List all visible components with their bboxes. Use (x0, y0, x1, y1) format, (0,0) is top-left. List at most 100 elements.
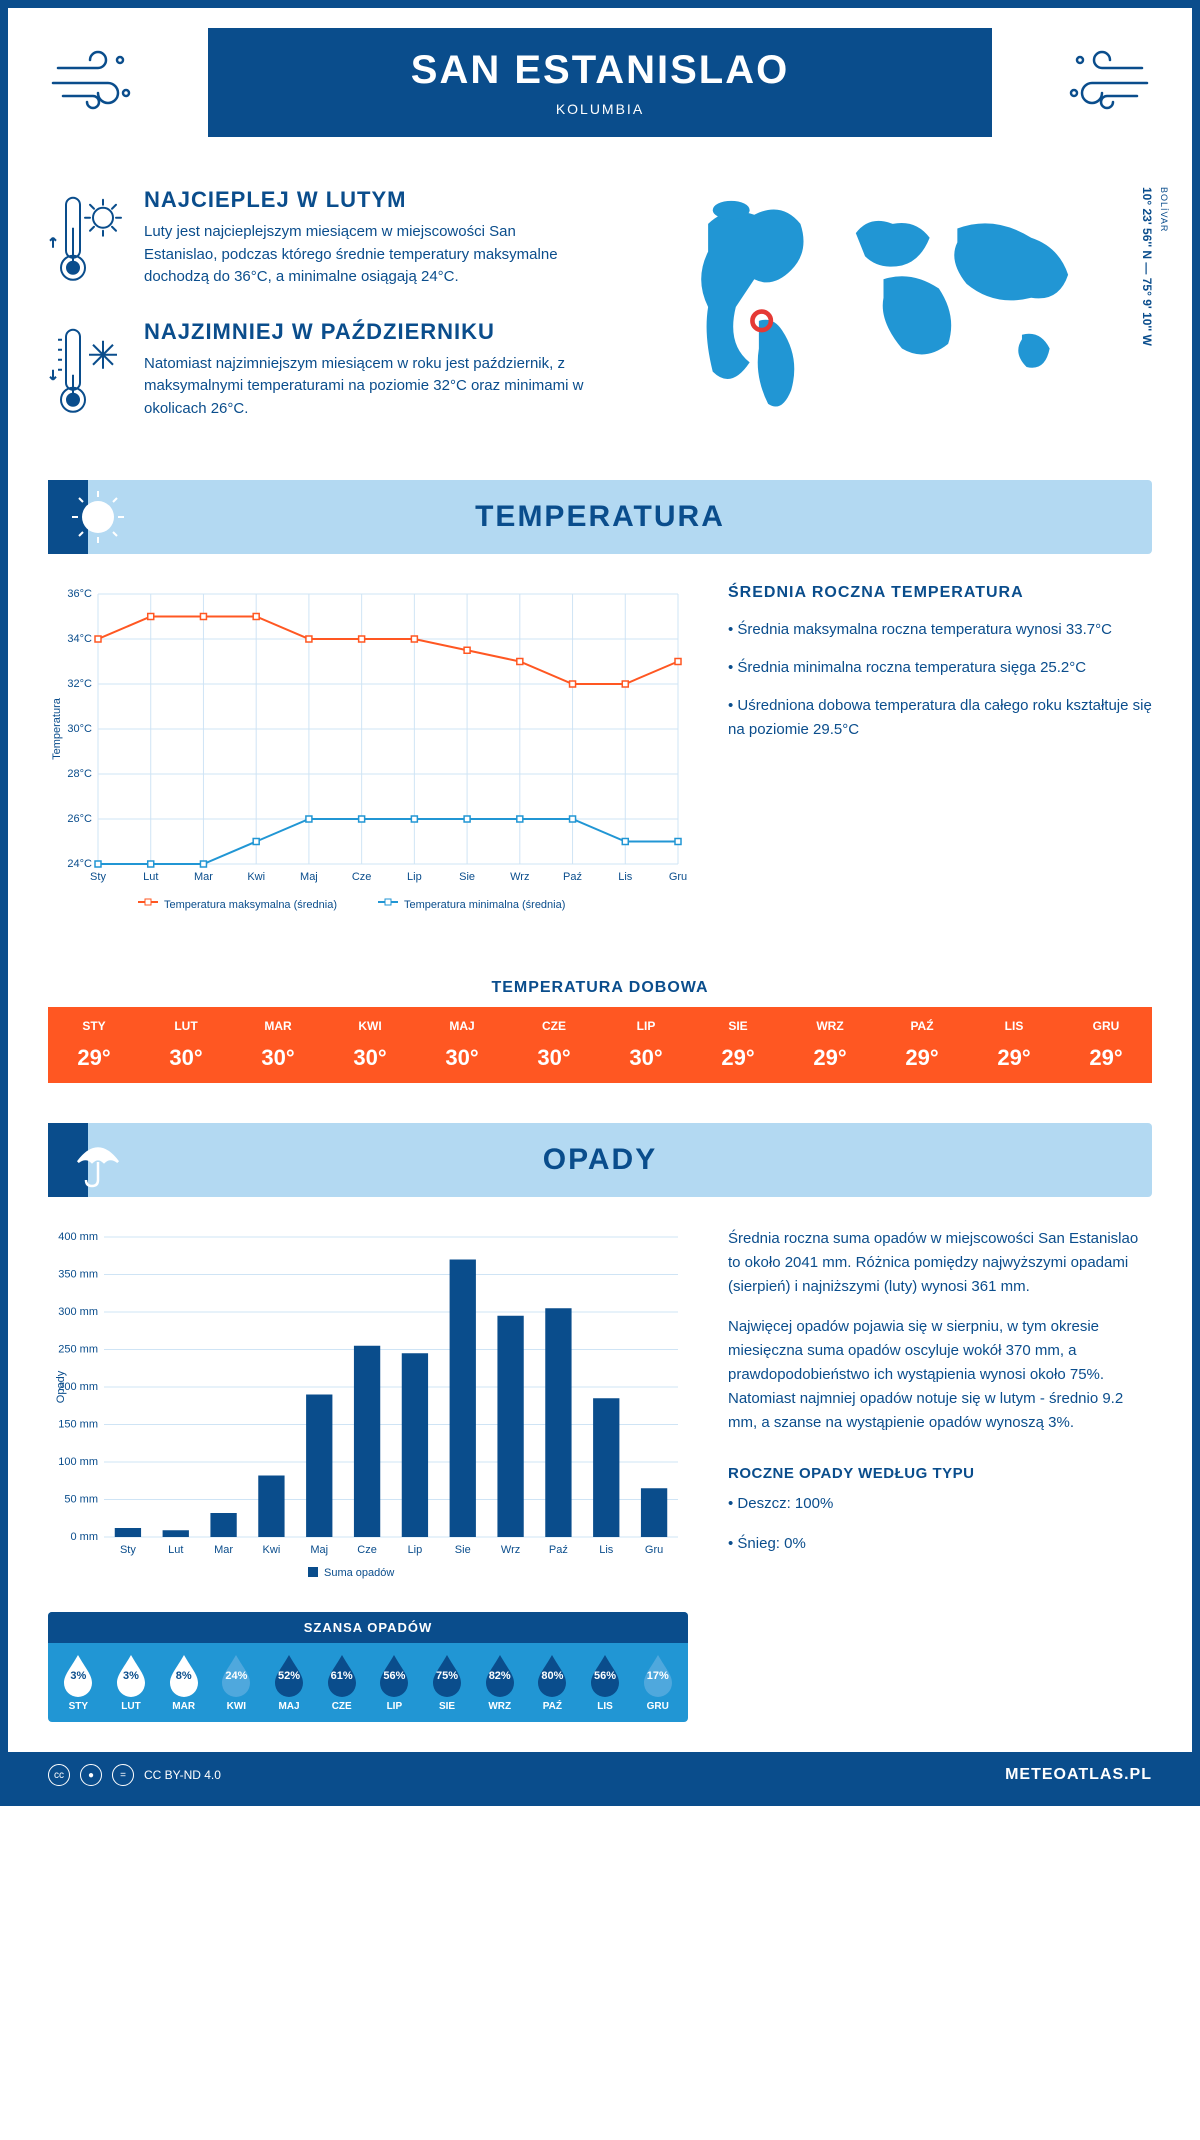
svg-text:Gru: Gru (669, 871, 687, 883)
thermometer-snow-icon (48, 319, 128, 421)
temp-info-1: • Średnia maksymalna roczna temperatura … (728, 618, 1152, 642)
svg-text:Kwi: Kwi (247, 871, 265, 883)
svg-text:Paź: Paź (563, 871, 582, 883)
chance-box: SZANSA OPADÓW 3%STY3%LUT8%MAR24%KWI52%MA… (48, 1612, 688, 1722)
svg-text:Kwi: Kwi (263, 1544, 281, 1556)
chance-cell: 8%MAR (157, 1653, 210, 1712)
temp-info-3: • Uśredniona dobowa temperatura dla całe… (728, 694, 1152, 742)
page-frame: SAN ESTANISLAO KOLUMBIA (0, 0, 1200, 1806)
svg-text:Maj: Maj (310, 1544, 328, 1556)
daily-cell: STY29° (48, 1007, 140, 1083)
coldest-block: NAJZIMNIEJ W PAŹDZIERNIKU Natomiast najz… (48, 319, 585, 421)
precip-type-title: ROCZNE OPADY WEDŁUG TYPU (728, 1465, 1152, 1482)
title-banner: SAN ESTANISLAO KOLUMBIA (208, 28, 992, 137)
warmest-title: NAJCIEPLEJ W LUTYM (144, 187, 585, 213)
svg-text:Temperatura maksymalna (średni: Temperatura maksymalna (średnia) (164, 899, 337, 911)
daily-cell: PAŹ29° (876, 1007, 968, 1083)
precip-type-2: • Śnieg: 0% (728, 1532, 1152, 1556)
chance-row: 3%STY3%LUT8%MAR24%KWI52%MAJ61%CZE56%LIP7… (48, 1643, 688, 1722)
svg-text:34°C: 34°C (67, 633, 92, 645)
svg-text:Suma opadów: Suma opadów (324, 1567, 394, 1579)
svg-text:Lut: Lut (143, 871, 158, 883)
svg-text:Wrz: Wrz (510, 871, 529, 883)
svg-text:Paź: Paź (549, 1544, 568, 1556)
chance-cell: 61%CZE (315, 1653, 368, 1712)
svg-text:150 mm: 150 mm (58, 1419, 98, 1431)
svg-text:Cze: Cze (357, 1544, 377, 1556)
chance-cell: 3%STY (52, 1653, 105, 1712)
temperature-title: TEMPERATURA (475, 500, 725, 533)
wind-icon-left (48, 38, 148, 118)
daily-cell: WRZ29° (784, 1007, 876, 1083)
nd-icon: = (112, 1764, 134, 1786)
daily-cell: LUT30° (140, 1007, 232, 1083)
svg-text:Sty: Sty (90, 871, 106, 883)
daily-cell: LIS29° (968, 1007, 1060, 1083)
precip-type-1: • Deszcz: 100% (728, 1492, 1152, 1516)
chance-cell: 56%LIP (368, 1653, 421, 1712)
precipitation-header: OPADY (48, 1123, 1152, 1197)
svg-text:24°C: 24°C (67, 858, 92, 870)
precip-info-1: Średnia roczna suma opadów w miejscowośc… (728, 1227, 1152, 1299)
svg-text:Lis: Lis (618, 871, 633, 883)
daily-temp-title: TEMPERATURA DOBOWA (48, 979, 1152, 997)
country-name: KOLUMBIA (228, 101, 972, 117)
svg-text:Mar: Mar (214, 1544, 233, 1556)
svg-text:Lip: Lip (407, 871, 422, 883)
city-name: SAN ESTANISLAO (228, 48, 972, 93)
warmest-text: Luty jest najcieplejszym miesiącem w mie… (144, 221, 585, 289)
temperature-section: 24°C 26°C 28°C 30°C 32°C 34°C 36°C Sty Lut Mar Kwi… (8, 584, 1192, 959)
daily-cell: CZE30° (508, 1007, 600, 1083)
svg-text:Mar: Mar (194, 871, 213, 883)
temp-info-title: ŚREDNIA ROCZNA TEMPERATURA (728, 584, 1152, 602)
daily-cell: MAJ30° (416, 1007, 508, 1083)
svg-text:Wrz: Wrz (501, 1544, 520, 1556)
precipitation-title: OPADY (543, 1143, 657, 1176)
site-name: METEOATLAS.PL (1005, 1766, 1152, 1784)
svg-text:Lis: Lis (599, 1544, 614, 1556)
by-icon: ● (80, 1764, 102, 1786)
coordinates: BOLÍVAR 10° 23' 56'' N — 75° 9' 10'' W (1138, 187, 1172, 346)
svg-text:36°C: 36°C (67, 588, 92, 600)
chance-cell: 75%SIE (421, 1653, 474, 1712)
footer: cc ● = CC BY-ND 4.0 METEOATLAS.PL (8, 1752, 1192, 1798)
license-text: CC BY-ND 4.0 (144, 1768, 221, 1782)
svg-text:30°C: 30°C (67, 723, 92, 735)
chance-cell: 17%GRU (631, 1653, 684, 1712)
svg-text:Temperatura: Temperatura (51, 697, 63, 760)
svg-text:32°C: 32°C (67, 678, 92, 690)
svg-text:350 mm: 350 mm (58, 1269, 98, 1281)
svg-text:Maj: Maj (300, 871, 318, 883)
world-map (615, 187, 1152, 427)
region-label: BOLÍVAR (1159, 187, 1169, 232)
daily-cell: SIE29° (692, 1007, 784, 1083)
precipitation-chart: 0 mm50 mm100 mm150 mm200 mm250 mm300 mm3… (48, 1227, 688, 1587)
svg-text:Gru: Gru (645, 1544, 663, 1556)
wind-icon-right (1052, 38, 1152, 118)
chance-cell: 52%MAJ (263, 1653, 316, 1712)
umbrella-icon (48, 1123, 148, 1197)
temp-info-2: • Średnia minimalna roczna temperatura s… (728, 656, 1152, 680)
chance-cell: 3%LUT (105, 1653, 158, 1712)
daily-cell: MAR30° (232, 1007, 324, 1083)
chance-title: SZANSA OPADÓW (48, 1612, 688, 1643)
svg-text:Sie: Sie (459, 871, 475, 883)
warmest-block: NAJCIEPLEJ W LUTYM Luty jest najcieplejs… (48, 187, 585, 289)
temperature-header: TEMPERATURA (48, 480, 1152, 554)
daily-cell: LIP30° (600, 1007, 692, 1083)
svg-text:Temperatura minimalna (średnia: Temperatura minimalna (średnia) (404, 899, 565, 911)
svg-text:50 mm: 50 mm (64, 1494, 98, 1506)
precip-info-2: Najwięcej opadów pojawia się w sierpniu,… (728, 1315, 1152, 1435)
thermometer-sun-icon (48, 187, 128, 289)
svg-text:28°C: 28°C (67, 768, 92, 780)
svg-text:Lip: Lip (408, 1544, 423, 1556)
svg-text:300 mm: 300 mm (58, 1306, 98, 1318)
svg-text:Cze: Cze (352, 871, 372, 883)
svg-text:Sie: Sie (455, 1544, 471, 1556)
chance-cell: 82%WRZ (473, 1653, 526, 1712)
intro-section: NAJCIEPLEJ W LUTYM Luty jest najcieplejs… (8, 167, 1192, 480)
temperature-chart: 24°C 26°C 28°C 30°C 32°C 34°C 36°C Sty Lut Mar Kwi… (48, 584, 688, 924)
svg-text:26°C: 26°C (67, 813, 92, 825)
chance-cell: 56%LIS (579, 1653, 632, 1712)
cc-icon: cc (48, 1764, 70, 1786)
